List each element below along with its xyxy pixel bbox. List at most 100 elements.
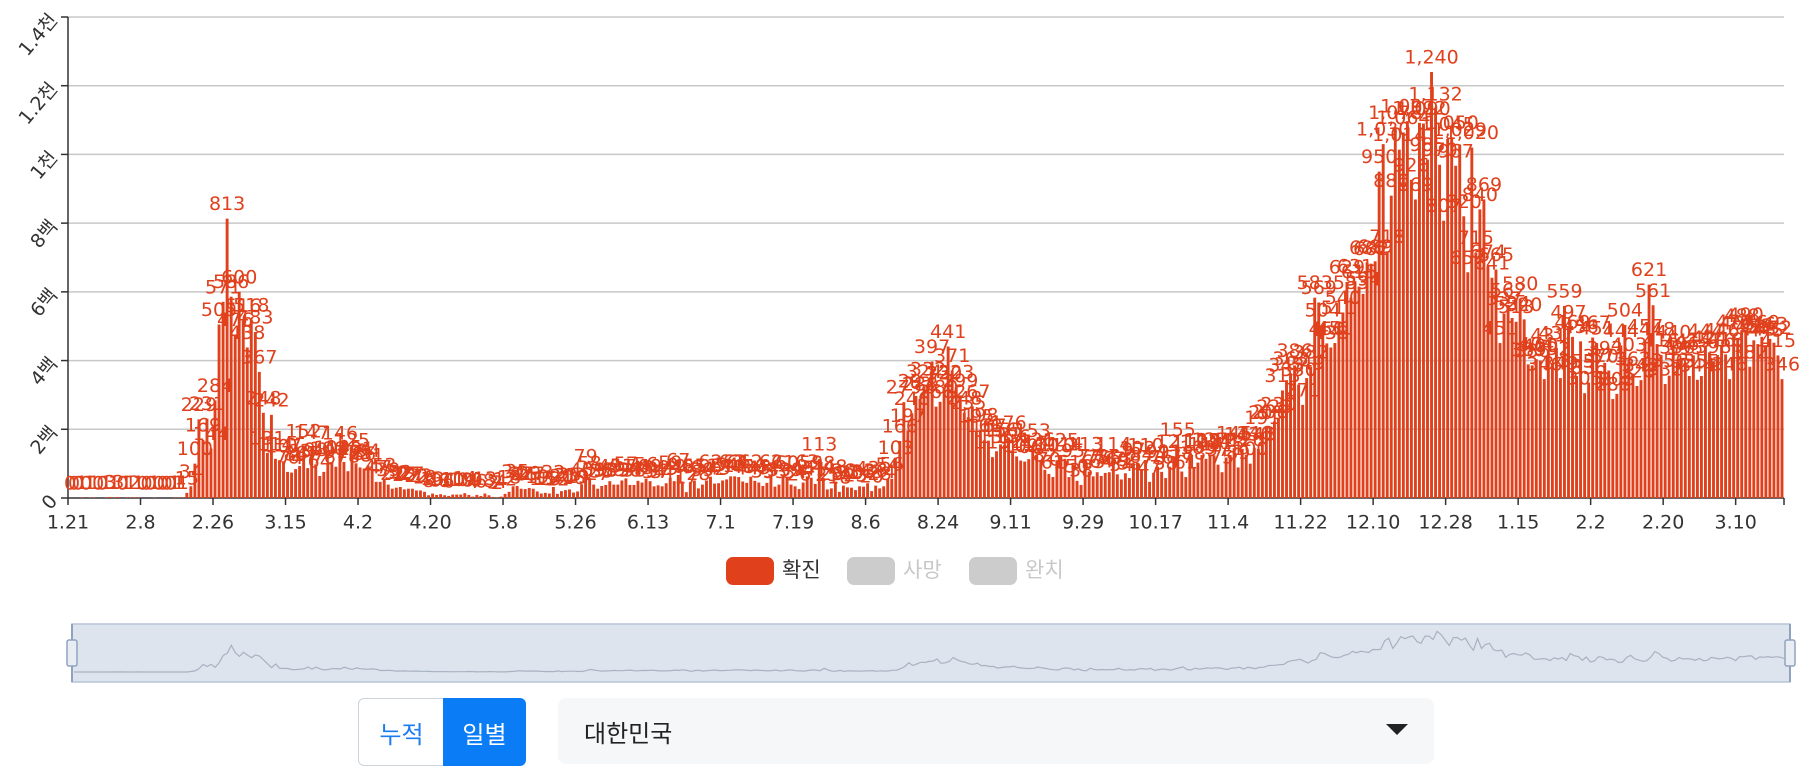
bar [1699, 376, 1703, 498]
bar [1627, 359, 1631, 498]
bar [1268, 426, 1272, 498]
bar [487, 495, 491, 498]
data-label: 445 [1748, 320, 1784, 342]
data-label: 91 [1146, 441, 1170, 463]
data-label: 86 [352, 443, 376, 465]
data-label: 248 [245, 387, 281, 409]
region-select[interactable]: 대한민국 [558, 698, 1434, 764]
bar [821, 478, 825, 498]
legend-swatch[interactable] [969, 557, 1017, 585]
data-label: 382 [1732, 341, 1768, 363]
bar [483, 493, 487, 498]
data-label: 615 [1341, 261, 1377, 283]
data-label: 166 [882, 415, 918, 437]
bar [451, 494, 455, 498]
bar [1184, 477, 1188, 498]
data-label: 110 [1127, 435, 1163, 457]
bar [1567, 327, 1570, 498]
bar [652, 486, 656, 498]
bar [749, 476, 753, 498]
bar [1035, 454, 1039, 498]
bar [1716, 355, 1719, 498]
data-label: 0 [165, 473, 177, 495]
data-label: 39 [582, 459, 606, 481]
bar [1385, 251, 1389, 498]
data-label: 332 [910, 358, 946, 380]
bar [995, 451, 998, 498]
legend-swatch[interactable] [726, 557, 774, 585]
bar [108, 496, 112, 498]
data-label: 561 [1635, 280, 1671, 302]
data-label: 32 [388, 462, 412, 484]
data-label: 267 [954, 381, 990, 403]
data-label: 32 [541, 462, 565, 484]
bar [1442, 220, 1446, 498]
bar [1023, 461, 1027, 498]
data-label: 463 [1752, 313, 1788, 335]
bar [1248, 463, 1252, 498]
bar [870, 491, 874, 498]
bar [1518, 298, 1522, 498]
bar [854, 490, 857, 498]
data-label: 470 [1716, 311, 1752, 333]
bar [1353, 281, 1357, 498]
bar [229, 296, 233, 498]
bar [1502, 313, 1506, 498]
data-label: 152 [286, 420, 322, 442]
data-label: 371 [934, 345, 970, 367]
x-tick-label: 3.15 [264, 512, 306, 534]
bar [298, 466, 302, 498]
x-tick-label: 4.2 [343, 512, 373, 534]
bar [310, 447, 314, 498]
data-label: 403 [1611, 334, 1647, 356]
brush-handle[interactable] [66, 639, 78, 667]
bar [261, 412, 265, 498]
bar [1603, 362, 1607, 498]
bar [1345, 281, 1349, 498]
data-label: 1 [88, 472, 100, 494]
bar [974, 431, 978, 498]
data-label: 437 [1538, 322, 1574, 344]
data-label: 246 [894, 388, 930, 410]
data-label: 208 [1252, 401, 1288, 423]
data-label: 20 [549, 466, 573, 488]
data-label: 18 [827, 466, 851, 488]
data-label: 77 [1077, 446, 1101, 468]
bar [1305, 378, 1309, 498]
toggle-button[interactable]: 누적 [358, 698, 444, 766]
toggle-button[interactable]: 일별 [443, 698, 526, 766]
data-label: 155 [1160, 419, 1196, 441]
bar [1422, 123, 1425, 498]
data-label: 349 [1289, 353, 1325, 375]
bar [737, 477, 741, 498]
bar [1204, 458, 1208, 498]
legend-swatch[interactable] [847, 557, 895, 585]
bar [692, 480, 696, 498]
bar [1156, 466, 1160, 498]
data-label: 18 [412, 466, 436, 488]
data-label: 77 [1170, 446, 1194, 468]
bar [930, 361, 934, 498]
brush-area[interactable] [71, 623, 1791, 683]
legend-label: 확진 [782, 558, 821, 582]
data-label: 57 [614, 453, 638, 475]
bar [1478, 209, 1482, 498]
x-tick-label: 11.22 [1273, 512, 1327, 534]
data-label: 39 [767, 459, 791, 481]
bar [717, 483, 720, 498]
data-label: 8 [483, 470, 495, 492]
bar [918, 399, 922, 498]
bar [406, 488, 410, 498]
data-label: 49 [598, 456, 622, 478]
brush-handle[interactable] [1784, 639, 1796, 667]
bar [1337, 322, 1341, 498]
data-label: 229 [181, 394, 217, 416]
data-label: 131 [249, 427, 285, 449]
bar [668, 477, 672, 498]
data-label: 127 [1192, 429, 1228, 451]
data-label: 34 [872, 461, 896, 483]
data-label: 89 [348, 442, 372, 464]
data-label: 75 [1210, 447, 1234, 469]
bar [290, 472, 294, 498]
